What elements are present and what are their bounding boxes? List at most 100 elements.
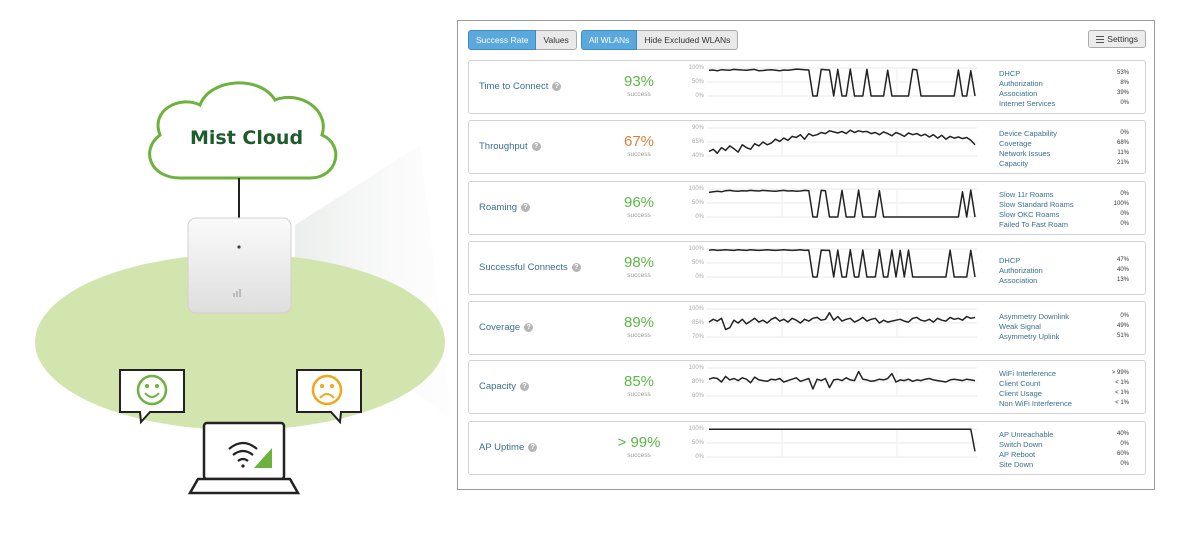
success-caption: success	[627, 91, 651, 98]
metric-name[interactable]: Time to Connect?	[479, 81, 562, 92]
classifier-label[interactable]: AP Reboot	[999, 450, 1036, 459]
classifier-label[interactable]: AP Unreachable	[999, 430, 1054, 439]
metric-row[interactable]: Time to Connect? 93% success 100% 50% 0% DHCP 5…	[468, 60, 1146, 114]
laptop-icon	[187, 421, 301, 495]
help-icon[interactable]: ?	[521, 202, 531, 212]
classifier-label[interactable]: Internet Services	[999, 99, 1056, 108]
all-wlans-toggle[interactable]: All WLANs	[580, 30, 638, 50]
success-percent: 85%	[623, 373, 655, 390]
classifier-label[interactable]: Asymmetry Downlink	[999, 312, 1070, 321]
sparkline-chart[interactable]	[707, 187, 977, 221]
help-icon[interactable]: ?	[519, 381, 529, 391]
sparkline-chart[interactable]	[707, 427, 977, 461]
classifier-label[interactable]: Weak Signal	[999, 322, 1041, 331]
sle-dashboard-panel: Success Rate Values All WLANs Hide Excluded…	[457, 20, 1155, 490]
classifier-value: 40%	[1116, 267, 1129, 273]
classifier-value: 100%	[1113, 201, 1129, 207]
classifier-label[interactable]: Non WiFi Interference	[999, 399, 1072, 408]
axis-tick-label: 0%	[695, 214, 704, 220]
classifier-list: DHCP 47% Authorization 40% Association 13%	[999, 242, 1139, 296]
classifier-label[interactable]: Association	[999, 89, 1038, 98]
metric-row[interactable]: Roaming? 96% success 100% 50% 0% Slow 11r Roam…	[468, 181, 1146, 235]
metric-name[interactable]: AP Uptime?	[479, 442, 538, 453]
metric-name-text: Throughput	[479, 141, 528, 152]
classifier-label[interactable]: Asymmetry Uplink	[999, 332, 1060, 341]
classifier-label[interactable]: DHCP	[999, 256, 1021, 265]
classifier-label[interactable]: Client Usage	[999, 389, 1042, 398]
classifier-label[interactable]: Slow OKC Roams	[999, 210, 1060, 219]
help-icon[interactable]: ?	[552, 81, 562, 91]
classifier-value: 0%	[1120, 130, 1129, 136]
classifier-label[interactable]: Switch Down	[999, 440, 1043, 449]
classifier-label[interactable]: Site Down	[999, 460, 1034, 469]
chart-axis: 100% 50% 0%	[674, 182, 704, 236]
metric-name[interactable]: Capacity?	[479, 381, 529, 392]
help-icon[interactable]: ?	[524, 322, 534, 332]
sparkline-chart[interactable]	[707, 366, 977, 400]
sparkline-chart[interactable]	[707, 66, 977, 100]
classifier-label[interactable]: Authorization	[999, 79, 1043, 88]
classifier-label[interactable]: Device Capability	[999, 129, 1057, 138]
metric-name[interactable]: Coverage?	[479, 322, 534, 333]
chart-axis: 100% 50% 0%	[674, 61, 704, 115]
metric-row[interactable]: Throughput? 67% success 90% 65% 40% Device Cap…	[468, 120, 1146, 174]
sparkline-chart[interactable]	[707, 307, 977, 341]
settings-button[interactable]: Settings	[1088, 30, 1146, 48]
classifier-list: WiFi Interference > 99% Client Count < 1% Cl…	[999, 361, 1139, 415]
classifier-value: 60%	[1116, 451, 1129, 457]
classifier-value: < 1%	[1115, 380, 1129, 386]
classifier-list: Asymmetry Downlink 0% Weak Signal 49% Asymme…	[999, 302, 1139, 356]
illustration-graphic	[35, 81, 452, 495]
classifier-value: 0%	[1120, 211, 1129, 217]
axis-tick-label: 60%	[691, 393, 704, 399]
success-percent: 89%	[623, 314, 655, 331]
help-icon[interactable]: ?	[531, 141, 541, 151]
success-rate-toggle[interactable]: Success Rate	[468, 30, 537, 50]
chart-axis: 100% 85% 70%	[674, 302, 704, 356]
classifier-value: 68%	[1116, 140, 1129, 146]
axis-tick-label: 40%	[691, 153, 704, 159]
classifier-value: 0%	[1120, 461, 1129, 467]
classifier-list: Device Capability 0% Coverage 68% Network Is…	[999, 121, 1139, 175]
classifier-list: AP Unreachable 40% Switch Down 0% AP Reboot 6…	[999, 422, 1139, 476]
sparkline-chart[interactable]	[707, 126, 977, 160]
help-icon[interactable]: ?	[528, 442, 538, 452]
classifier-label[interactable]: WiFi Interference	[999, 369, 1057, 378]
axis-tick-label: 90%	[691, 125, 704, 131]
metric-row[interactable]: Successful Connects? 98% success 100% 50% 0% D…	[468, 241, 1146, 295]
access-point-icon	[187, 217, 292, 314]
metric-name[interactable]: Successful Connects?	[479, 262, 581, 273]
settings-label: Settings	[1107, 34, 1138, 44]
series-line	[708, 129, 976, 154]
metric-name[interactable]: Throughput?	[479, 141, 541, 152]
help-icon[interactable]: ?	[571, 262, 581, 272]
classifier-label[interactable]: Slow Standard Roams	[999, 200, 1074, 209]
axis-tick-label: 100%	[688, 306, 704, 312]
classifier-label[interactable]: Failed To Fast Roam	[999, 220, 1069, 229]
metric-row[interactable]: Coverage? 89% success 100% 85% 70% Asymmetry D…	[468, 301, 1146, 355]
mist-illustration: Mist Cloud	[0, 0, 452, 532]
axis-tick-label: 65%	[691, 139, 704, 145]
classifier-label[interactable]: Network Issues	[999, 149, 1051, 158]
metric-row[interactable]: AP Uptime? > 99% success 100% 50% 0% AP Unreac…	[468, 421, 1146, 475]
classifier-label[interactable]: DHCP	[999, 69, 1021, 78]
sad-bubble	[296, 369, 362, 425]
axis-tick-label: 0%	[695, 454, 704, 460]
metric-row[interactable]: Capacity? 85% success 100% 80% 60% WiFi Interf…	[468, 360, 1146, 414]
axis-tick-label: 0%	[695, 274, 704, 280]
classifier-label[interactable]: Client Count	[999, 379, 1041, 388]
classifier-value: 11%	[1117, 150, 1129, 156]
axis-tick-label: 0%	[695, 93, 704, 99]
values-toggle[interactable]: Values	[536, 30, 577, 50]
classifier-label[interactable]: Association	[999, 276, 1038, 285]
classifier-label[interactable]: Capacity	[999, 159, 1029, 168]
classifier-label[interactable]: Authorization	[999, 266, 1043, 275]
classifier-value: 8%	[1120, 80, 1129, 86]
happy-face-icon	[136, 374, 168, 406]
classifier-label[interactable]: Slow 11r Roams	[999, 190, 1054, 199]
metric-name[interactable]: Roaming?	[479, 202, 531, 213]
classifier-label[interactable]: Coverage	[999, 139, 1032, 148]
classifier-value: 49%	[1116, 323, 1129, 329]
sparkline-chart[interactable]	[707, 247, 977, 281]
hide-excluded-wlans-toggle[interactable]: Hide Excluded WLANs	[637, 30, 739, 50]
